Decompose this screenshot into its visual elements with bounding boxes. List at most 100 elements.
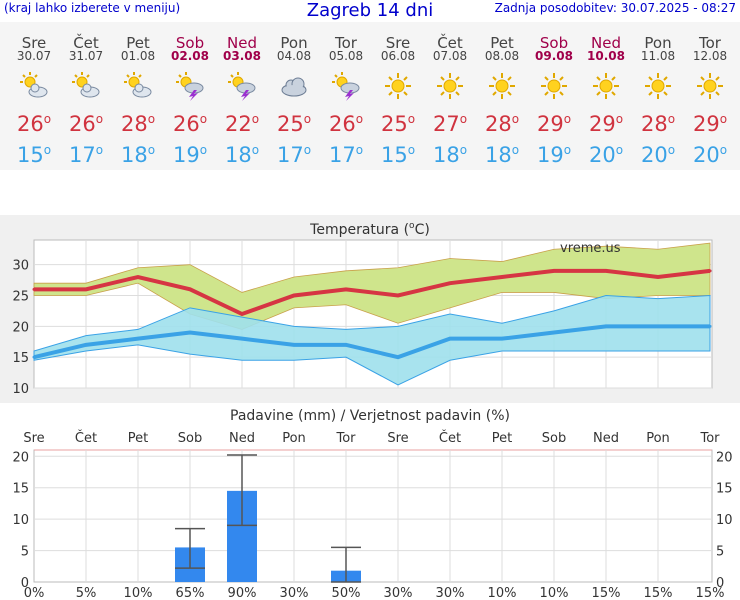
y-tick-label-right: 5 xyxy=(716,545,724,560)
y-tick-label-right: 10 xyxy=(716,513,733,528)
min-temperature: 18o xyxy=(120,143,156,167)
x-tick-label: Sre xyxy=(23,431,44,446)
day-name: Čet xyxy=(73,34,99,52)
x-tick-label: Pet xyxy=(492,431,512,446)
min-temperature: 15o xyxy=(380,143,416,167)
min-temperature-point xyxy=(344,343,348,347)
day-date: 03.08 xyxy=(223,49,261,63)
max-temperature: 26o xyxy=(16,112,52,136)
sun-icon xyxy=(645,73,671,99)
y-tick-label: 30 xyxy=(12,259,29,274)
day-date: 08.08 xyxy=(484,49,520,63)
min-temperature: 17o xyxy=(328,143,364,167)
y-tick-label-right: 20 xyxy=(716,450,733,465)
max-temperature-point xyxy=(240,312,244,316)
sun-cloud-icon xyxy=(124,72,152,98)
precipitation-probability: 30% xyxy=(384,586,413,600)
max-temperature-point xyxy=(292,294,296,297)
min-temperature: 19o xyxy=(172,143,208,167)
day-name: Tor xyxy=(335,34,357,52)
max-temperature-point xyxy=(84,287,88,291)
day-column: Ned 03.08 22o 18o xyxy=(216,22,268,170)
y-tick-label-left: 0 xyxy=(21,576,29,591)
precipitation-probability: 15% xyxy=(592,586,621,600)
day-name: Sob xyxy=(539,34,569,52)
day-column: Ned 10.08 29o 20o xyxy=(580,22,632,170)
max-temperature-line xyxy=(34,268,711,317)
sun-storm-icon xyxy=(332,72,360,101)
sun-icon xyxy=(593,73,619,99)
min-temperature-point xyxy=(84,343,88,347)
day-name: Ned xyxy=(591,34,621,52)
max-temperature: 28o xyxy=(120,112,156,136)
max-temperature: 29o xyxy=(692,112,728,136)
day-name: Sre xyxy=(385,34,411,52)
day-column: Tor 05.08 26o 17o xyxy=(320,22,372,170)
min-temperature-point xyxy=(32,355,36,359)
temperature-chart-title: Temperatura (oC) xyxy=(309,221,430,238)
day-name: Ned xyxy=(227,34,257,52)
min-temperature-point xyxy=(136,337,140,341)
max-temperature-point xyxy=(188,287,192,291)
x-tick-label: Ned xyxy=(593,431,619,446)
max-temperature: 25o xyxy=(276,112,312,136)
day-column: Tor 12.08 29o 20o xyxy=(684,22,736,170)
precipitation-probability: 65% xyxy=(176,586,205,600)
precipitation-probability: 30% xyxy=(436,586,465,600)
sun-icon xyxy=(385,73,411,99)
watermark: vreme.us xyxy=(560,241,621,256)
precipitation-probability: 15% xyxy=(696,586,725,600)
min-temperature-point xyxy=(396,355,400,359)
sun-icon xyxy=(437,73,463,99)
max-temperature: 29o xyxy=(536,112,572,136)
max-temperature: 28o xyxy=(484,112,520,136)
y-tick-label-left: 20 xyxy=(12,450,29,465)
precipitation-probability: 10% xyxy=(488,586,517,600)
min-temperature-band xyxy=(33,294,711,386)
x-tick-label: Tor xyxy=(699,431,720,446)
min-temperature-point xyxy=(188,331,192,334)
min-temperature: 20o xyxy=(692,143,728,167)
y-tick-label: 15 xyxy=(12,351,29,366)
day-column: Čet 31.07 26o 17o xyxy=(60,22,112,170)
max-temperature-point xyxy=(500,275,504,279)
max-temperature-point xyxy=(708,269,712,273)
day-name: Pet xyxy=(126,34,150,52)
min-temperature: 18o xyxy=(484,143,520,167)
day-date: 12.08 xyxy=(692,49,728,63)
min-temperature: 17o xyxy=(68,143,104,167)
day-date: 30.07 xyxy=(16,49,52,63)
max-temperature: 26o xyxy=(172,112,208,136)
y-tick-label: 20 xyxy=(12,320,29,335)
min-temperature-point xyxy=(448,337,452,341)
x-tick-label: Ned xyxy=(229,431,255,446)
precipitation-probability: 90% xyxy=(228,586,257,600)
max-temperature: 28o xyxy=(640,112,676,136)
precipitation-probability: 50% xyxy=(332,586,361,600)
day-name: Pon xyxy=(644,34,672,52)
x-tick-label: Tor xyxy=(335,431,356,446)
min-temperature-point xyxy=(604,324,608,328)
location-menu-hint[interactable]: (kraj lahko izberete v meniju) xyxy=(4,1,181,15)
day-date: 09.08 xyxy=(535,49,573,63)
y-tick-label-left: 10 xyxy=(12,513,29,528)
day-column: Čet 07.08 27o 18o xyxy=(424,22,476,170)
sun-cloud-icon xyxy=(72,72,100,98)
min-temperature-point xyxy=(656,324,660,328)
day-date: 04.08 xyxy=(276,49,312,63)
day-column: Sre 30.07 26o 15o xyxy=(8,22,60,170)
max-temperature: 29o xyxy=(588,112,624,136)
min-temperature: 20o xyxy=(588,143,624,167)
max-temperature-point xyxy=(344,287,348,291)
daily-forecast-strip xyxy=(0,22,740,170)
day-name: Pon xyxy=(280,34,308,52)
max-temperature: 22o xyxy=(224,112,260,136)
x-tick-label: Sob xyxy=(542,431,566,446)
day-name: Sre xyxy=(21,34,47,52)
x-tick-label: Pon xyxy=(646,431,670,446)
x-tick-label: Čet xyxy=(439,430,461,446)
y-tick-label-right: 0 xyxy=(716,576,724,591)
page-title: Zagreb 14 dni xyxy=(306,0,434,21)
max-temperature: 25o xyxy=(380,112,416,136)
